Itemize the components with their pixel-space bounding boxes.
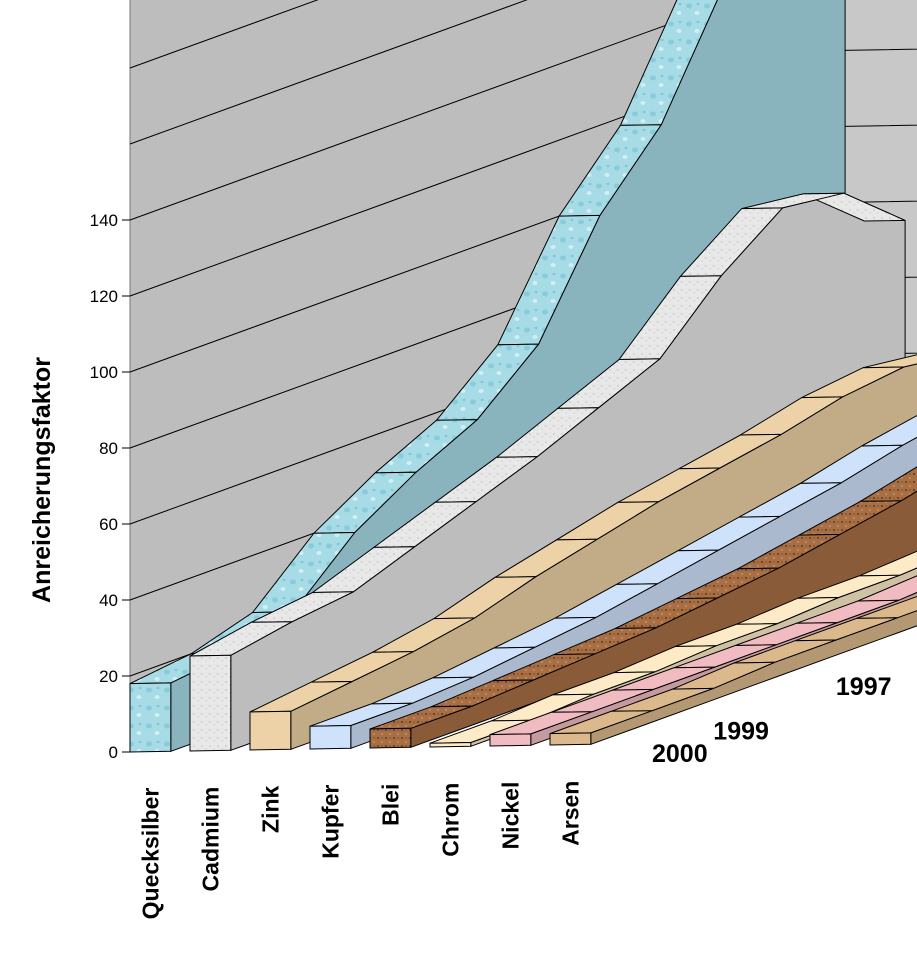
ribbon-front: [489, 733, 532, 747]
ribbon-kupfer: [309, 415, 917, 750]
y-axis-label: Anreicherungsfaktor: [28, 357, 56, 603]
depth-label: 1999: [713, 718, 769, 746]
category-label: Zink: [257, 785, 283, 832]
ribbon-arsen: [549, 595, 917, 746]
ribbon-front: [189, 654, 232, 752]
category-label: Blei: [377, 784, 403, 826]
ribbon-front: [129, 682, 172, 753]
category-label: Nickel: [497, 782, 523, 850]
ribbons: [129, 0, 917, 753]
category-label: Quecksilber: [137, 788, 163, 920]
y-tick-label: 40: [99, 591, 118, 610]
labels: 0 20 40 60 80 100 120 140 Quecksilber Cadmium Zink…: [90, 211, 892, 920]
y-tick-label: 20: [99, 667, 118, 686]
gridline: [129, 0, 528, 145]
y-tick-label: 60: [99, 515, 118, 534]
ribbon-blei: [369, 466, 917, 749]
ribbon-front: [549, 732, 592, 746]
gridline: [129, 0, 737, 221]
ribbon-front: [249, 710, 292, 751]
ribbon-cadmium: [189, 192, 906, 752]
category-label: Kupfer: [317, 785, 343, 859]
y-tick-label: 120: [90, 287, 118, 306]
y-tick-label: 0: [109, 743, 118, 762]
category-label: Cadmium: [197, 787, 223, 892]
ribbon-front: [309, 724, 352, 750]
y-tick-label: 100: [90, 363, 118, 382]
category-label: Arsen: [557, 781, 583, 846]
category-label: Chrom: [437, 783, 463, 857]
ribbon-front: [429, 741, 472, 748]
depth-label: 2000: [652, 740, 708, 768]
depth-label: 1997: [836, 673, 892, 701]
y-tick-label: 80: [99, 439, 118, 458]
y-tick-label: 140: [90, 211, 118, 230]
ribbon-front: [369, 727, 412, 749]
